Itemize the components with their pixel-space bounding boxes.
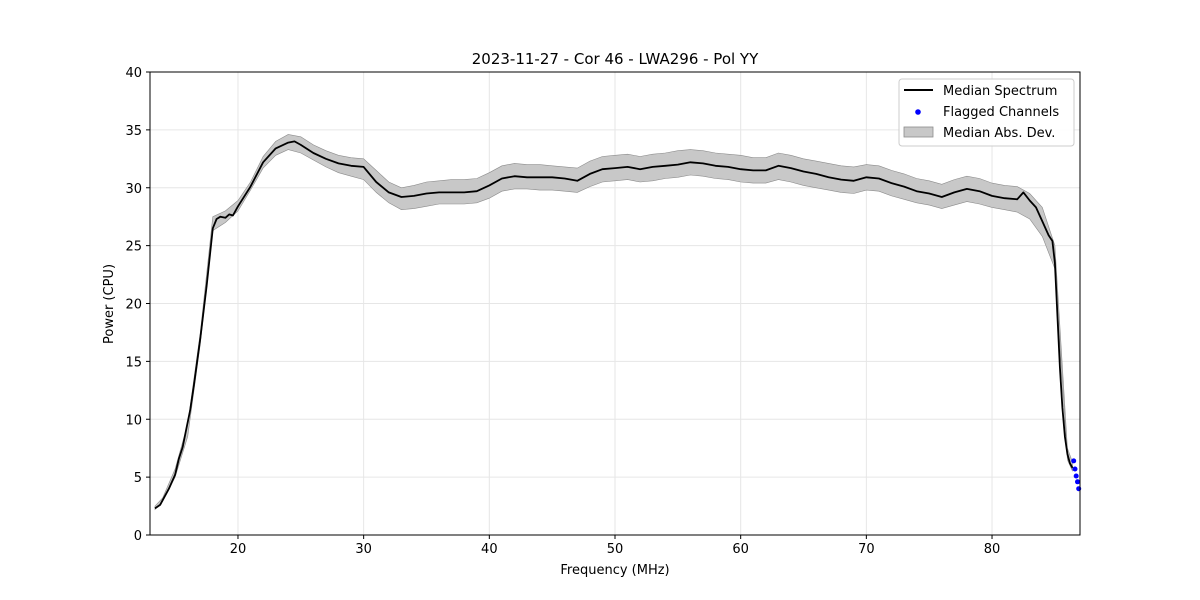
- x-tick-label: 40: [481, 542, 498, 557]
- chart-title: 2023-11-27 - Cor 46 - LWA296 - Pol YY: [472, 50, 759, 68]
- x-tick-label: 50: [607, 542, 624, 557]
- x-tick-label: 60: [732, 542, 749, 557]
- median-spectrum-line: [154, 140, 1074, 510]
- legend-box: [898, 78, 1075, 147]
- y-axis-label: Power (CPU): [102, 264, 117, 344]
- legend-mad-label: Median Abs. Dev.: [943, 126, 1055, 141]
- mad-band: [154, 134, 1073, 511]
- y-tick-label: 10: [125, 413, 142, 428]
- flagged-channel-point: [1071, 458, 1077, 464]
- median-line-layer: [154, 140, 1074, 510]
- y-tick-label: 5: [134, 471, 142, 486]
- legend: Median Spectrum Flagged Channels Median …: [898, 78, 1075, 147]
- flagged-channel-point: [1072, 466, 1078, 472]
- y-tick-label: 25: [125, 240, 142, 255]
- legend-flagged-label: Flagged Channels: [943, 105, 1059, 120]
- y-tick-label: 15: [125, 355, 142, 370]
- grid-lines: [150, 72, 1080, 535]
- y-tick-label: 0: [134, 529, 142, 544]
- legend-median-label: Median Spectrum: [943, 84, 1057, 99]
- x-tick-label: 70: [858, 542, 875, 557]
- mad-band-layer: [154, 134, 1073, 511]
- axis-ticks: 20 30 40 50 60 70 80 0 5 10 15 20 25 30 35 40: [125, 66, 1000, 557]
- legend-flagged-swatch: [915, 109, 921, 115]
- y-tick-label: 40: [125, 66, 142, 81]
- x-tick-label: 20: [230, 542, 247, 557]
- x-tick-label: 30: [355, 542, 372, 557]
- y-tick-label: 35: [125, 124, 142, 139]
- y-tick-label: 20: [125, 298, 142, 313]
- legend-mad-swatch: [903, 126, 934, 138]
- x-tick-label: 80: [984, 542, 1001, 557]
- y-tick-label: 30: [125, 182, 142, 197]
- x-axis-label: Frequency (MHz): [560, 563, 669, 578]
- flagged-channel-point: [1075, 479, 1080, 485]
- flagged-channel-point: [1073, 473, 1079, 479]
